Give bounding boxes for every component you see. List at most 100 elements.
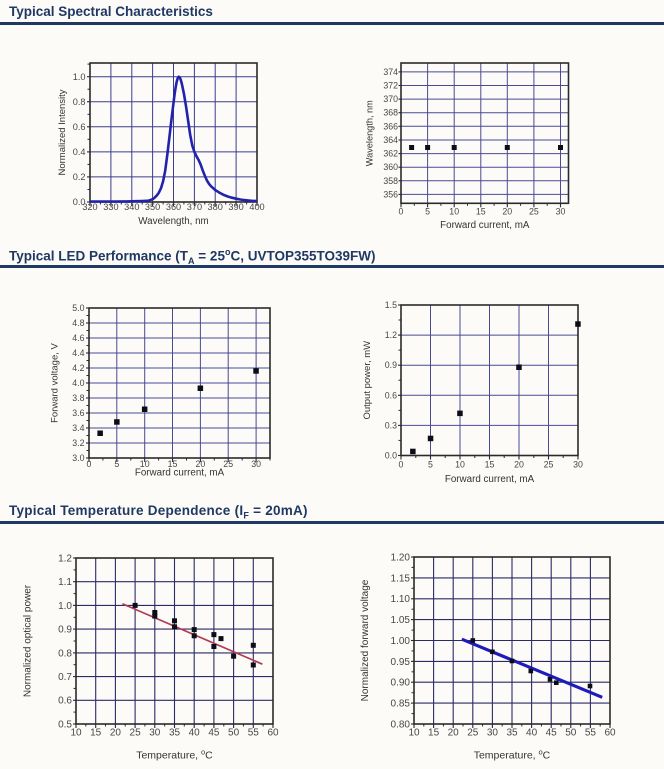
svg-text:0.80: 0.80 [391,719,411,730]
svg-text:60: 60 [267,728,279,739]
svg-text:50: 50 [565,728,577,739]
svg-text:10: 10 [449,206,459,216]
svg-text:25: 25 [130,728,142,739]
svg-text:0.0: 0.0 [385,451,397,461]
svg-text:0.95: 0.95 [391,657,411,668]
svg-text:Temperature, oC: Temperature, oC [474,748,551,762]
svg-text:1.1: 1.1 [58,577,72,588]
svg-text:340: 340 [124,202,139,212]
svg-text:20: 20 [448,728,460,739]
svg-text:Wavelength, nm: Wavelength, nm [138,216,208,227]
svg-text:25: 25 [223,459,233,469]
svg-text:4.6: 4.6 [72,333,84,343]
svg-text:330: 330 [103,202,118,212]
svg-text:35: 35 [506,728,518,739]
svg-text:15: 15 [90,728,102,739]
svg-text:3.6: 3.6 [72,408,84,418]
svg-text:Normalized forward voltage: Normalized forward voltage [360,579,371,701]
svg-text:Forward current, mA: Forward current, mA [445,474,535,485]
svg-text:390: 390 [228,202,243,212]
svg-text:Temperature, oC: Temperature, oC [136,748,213,762]
svg-text:0.6: 0.6 [73,122,86,132]
svg-text:45: 45 [546,728,558,739]
svg-text:0.7: 0.7 [58,672,72,683]
svg-text:5.0: 5.0 [72,303,84,313]
svg-text:320: 320 [82,202,97,212]
svg-text:0.2: 0.2 [73,172,86,182]
svg-text:364: 364 [383,135,398,145]
svg-text:400: 400 [249,202,264,212]
svg-text:374: 374 [383,67,398,77]
svg-text:0.9: 0.9 [385,360,397,370]
svg-text:40: 40 [526,728,538,739]
svg-text:362: 362 [383,149,398,159]
svg-text:3.0: 3.0 [72,453,84,463]
svg-text:25: 25 [467,728,479,739]
svg-text:0.90: 0.90 [391,678,411,689]
svg-text:0.85: 0.85 [391,699,411,710]
svg-text:20: 20 [196,459,206,469]
svg-text:Wavelength, nm: Wavelength, nm [365,100,375,166]
svg-text:10: 10 [455,460,465,470]
svg-text:20: 20 [110,728,122,739]
svg-text:10: 10 [70,728,82,739]
svg-text:10: 10 [408,728,420,739]
svg-text:368: 368 [383,108,398,118]
svg-text:360: 360 [166,202,181,212]
svg-text:55: 55 [248,728,260,739]
svg-text:366: 366 [383,121,398,131]
svg-text:55: 55 [585,728,597,739]
svg-text:0.8: 0.8 [58,648,72,659]
svg-text:1.05: 1.05 [391,615,411,626]
svg-text:15: 15 [168,459,178,469]
svg-text:3.2: 3.2 [72,438,84,448]
svg-text:4.2: 4.2 [72,363,84,373]
svg-text:30: 30 [149,728,161,739]
svg-text:356: 356 [383,189,398,199]
svg-text:4.8: 4.8 [72,318,84,328]
svg-text:Forward current, mA: Forward current, mA [440,220,530,231]
svg-text:372: 372 [383,81,398,91]
svg-text:0.4: 0.4 [73,147,86,157]
svg-text:358: 358 [383,176,398,186]
svg-text:30: 30 [573,460,583,470]
svg-text:20: 20 [514,460,524,470]
svg-text:5: 5 [428,460,433,470]
svg-text:30: 30 [487,728,499,739]
svg-text:15: 15 [476,206,486,216]
svg-text:0: 0 [399,460,404,470]
svg-text:10: 10 [140,459,150,469]
svg-text:40: 40 [189,728,201,739]
svg-text:Normalized Intensity: Normalized Intensity [57,89,68,175]
svg-text:1.00: 1.00 [391,636,411,647]
svg-text:60: 60 [604,728,616,739]
svg-text:50: 50 [228,728,240,739]
svg-text:1.10: 1.10 [391,594,411,605]
svg-text:1.5: 1.5 [385,300,397,310]
svg-text:25: 25 [529,206,539,216]
svg-text:0: 0 [87,459,92,469]
svg-text:Forward current, mA: Forward current, mA [135,468,225,479]
svg-text:Normalized optical power: Normalized optical power [23,584,34,697]
svg-text:5: 5 [425,206,430,216]
svg-text:1.15: 1.15 [391,573,411,584]
svg-text:30: 30 [556,206,566,216]
svg-text:1.2: 1.2 [385,330,397,340]
svg-text:360: 360 [383,162,398,172]
svg-text:3.4: 3.4 [72,423,84,433]
svg-text:0.3: 0.3 [385,420,397,430]
svg-text:380: 380 [208,202,223,212]
svg-text:4.4: 4.4 [72,348,84,358]
svg-text:4.0: 4.0 [72,378,84,388]
svg-text:Forward voltage, V: Forward voltage, V [50,342,61,422]
svg-text:0.6: 0.6 [385,390,397,400]
svg-text:370: 370 [383,94,398,104]
svg-text:3.8: 3.8 [72,393,84,403]
svg-text:370: 370 [187,202,202,212]
svg-text:0.9: 0.9 [58,625,72,636]
svg-text:0.6: 0.6 [58,696,72,707]
svg-text:350: 350 [145,202,160,212]
svg-text:45: 45 [208,728,220,739]
svg-text:1.0: 1.0 [73,72,86,82]
svg-text:30: 30 [251,459,261,469]
